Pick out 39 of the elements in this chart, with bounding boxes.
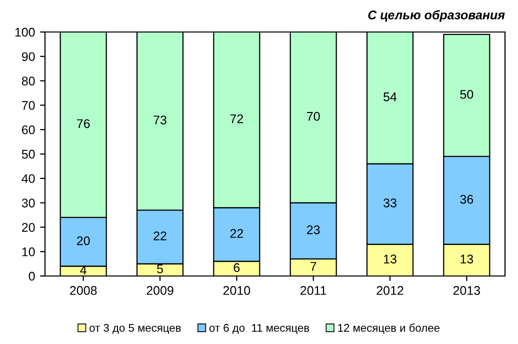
x-tick-label: 2009: [146, 286, 174, 295]
data-label: 50: [460, 90, 474, 99]
data-label: 6: [234, 263, 240, 272]
data-label: 54: [384, 92, 397, 102]
legend-label: от 6 до 11 месяцев: [209, 324, 310, 334]
data-label: 36: [460, 194, 474, 204]
data-label: 13: [460, 254, 474, 264]
data-label: 22: [154, 231, 166, 240]
x-tick-label: 2013: [453, 286, 480, 295]
data-label: 5: [157, 264, 163, 274]
data-label: 72: [230, 114, 243, 124]
data-label: 20: [77, 236, 90, 246]
data-label: 70: [307, 112, 320, 121]
x-tick-label: 2010: [223, 286, 250, 295]
y-tick-label: 20: [22, 223, 35, 232]
x-tick-label: 2008: [70, 286, 97, 295]
y-tick-label: 30: [22, 198, 35, 208]
legend-label: от 3 до 5 месяцев: [90, 324, 181, 334]
data-label: 7: [310, 262, 316, 271]
data-label: 13: [384, 254, 396, 264]
data-label: 22: [230, 229, 243, 238]
y-tick-label: 70: [22, 101, 35, 110]
y-tick-label: 10: [22, 247, 35, 256]
data-label: 33: [384, 198, 396, 208]
legend-label: 12 месяцев и более: [338, 324, 440, 334]
y-tick-label: 80: [22, 76, 35, 86]
y-tick-label: 100: [15, 28, 35, 37]
y-tick-label: 50: [22, 150, 35, 159]
data-label: 73: [154, 116, 166, 124]
x-tick-label: 2011: [300, 286, 326, 295]
chart-title: С целью образования: [368, 10, 505, 22]
y-tick-label: 90: [22, 52, 35, 62]
y-tick-label: 60: [22, 125, 35, 134]
data-label: 76: [77, 119, 90, 128]
y-tick-label: 0: [28, 272, 35, 281]
data-label: 4: [80, 266, 86, 274]
y-tick-label: 40: [22, 174, 35, 184]
data-label: 23: [307, 225, 320, 234]
x-tick-label: 2012: [376, 286, 404, 295]
